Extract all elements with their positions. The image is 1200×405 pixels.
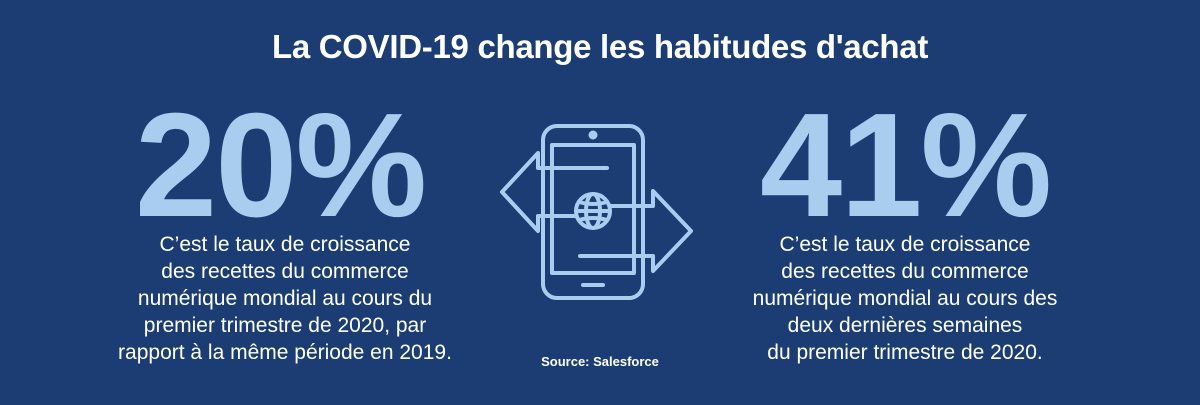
right-stat-line: des recettes du commerce (781, 260, 1029, 283)
camera-dot (588, 130, 598, 140)
left-stat-line: rapport à la même période en 2019. (118, 341, 452, 364)
left-stat-description: C’est le taux de croissance des recettes… (60, 231, 510, 366)
right-stat-line: du premier trimestre de 2020. (767, 341, 1043, 364)
right-stat-value: 41% (759, 83, 1052, 248)
right-stat-line: numérique mondial au cours des (752, 287, 1058, 310)
left-stat-line: des recettes du commerce (161, 260, 409, 283)
left-stat-line: numérique mondial au cours du (137, 287, 433, 310)
right-stat-line: C’est le taux de croissance (779, 233, 1031, 256)
globe-icon (574, 192, 612, 230)
right-stat-description: C’est le taux de croissance des recettes… (670, 231, 1140, 366)
smartphone-exchange-graphic (500, 124, 693, 300)
left-stat-line: C’est le taux de croissance (159, 233, 411, 256)
smartphone-icon (541, 124, 645, 300)
arrow-right-icon (578, 189, 693, 273)
left-stat-line: premier trimestre de 2020, par (143, 314, 427, 337)
arrow-left-icon (500, 151, 609, 233)
right-stat-line: deux dernières semaines (787, 314, 1023, 337)
left-stat-value: 20% (134, 83, 427, 248)
source-note: Source: Salesforce (541, 354, 659, 369)
smartphone-screen (550, 143, 636, 275)
page-title: La COVID-19 change les habitudes d'achat (271, 28, 929, 65)
